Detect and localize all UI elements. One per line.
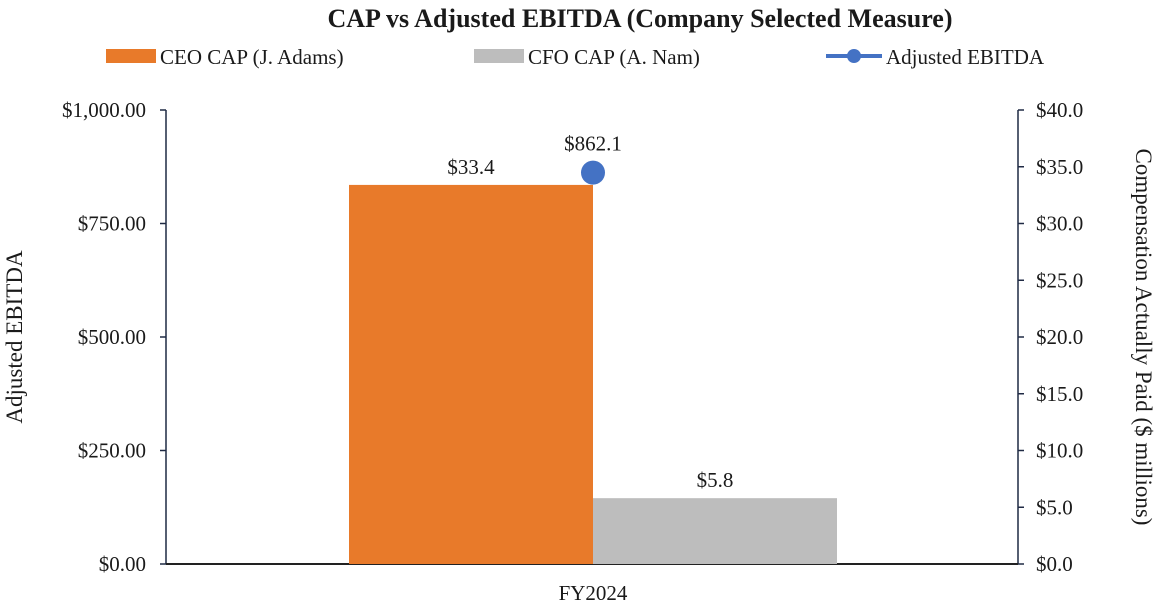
line-point — [581, 160, 605, 185]
legend-label: Adjusted EBITDA — [886, 45, 1045, 69]
bar — [349, 184, 593, 564]
right-tick-label: $15.0 — [1036, 382, 1083, 406]
chart-title: CAP vs Adjusted EBITDA (Company Selected… — [328, 4, 953, 33]
bar-data-label: $5.8 — [697, 468, 734, 492]
right-tick-label: $25.0 — [1036, 268, 1083, 292]
left-tick-label: $1,000.00 — [62, 98, 146, 122]
right-tick-label: $30.0 — [1036, 212, 1083, 236]
right-tick-label: $35.0 — [1036, 155, 1083, 179]
chart-marks: $33.4 $5.8 $862.1 — [349, 132, 837, 564]
left-axis-title: Adjusted EBITDA — [2, 250, 27, 424]
right-tick-label: $5.0 — [1036, 495, 1073, 519]
legend-item: CEO CAP (J. Adams) — [106, 45, 344, 69]
legend-item: CFO CAP (A. Nam) — [474, 45, 700, 69]
left-tick-label: $750.00 — [78, 212, 146, 236]
axes: $0.00 $250.00 $500.00 $750.00 $1,000.00 $0.0 $… — [2, 98, 1156, 605]
legend-label: CFO CAP (A. Nam) — [528, 45, 700, 69]
right-tick-label: $0.0 — [1036, 552, 1073, 576]
left-tick-label: $500.00 — [78, 325, 146, 349]
x-tick-label: FY2024 — [559, 581, 628, 605]
line-point-label: $862.1 — [564, 132, 622, 156]
left-tick-label: $0.00 — [99, 552, 146, 576]
left-tick-label: $250.00 — [78, 439, 146, 463]
right-axis-title: Compensation Actually Paid ($ millions) — [1131, 149, 1156, 526]
right-tick-label: $10.0 — [1036, 439, 1083, 463]
legend-swatch — [106, 49, 156, 63]
legend: CEO CAP (J. Adams) CFO CAP (A. Nam) Adjust… — [106, 45, 1045, 69]
bar — [593, 498, 837, 564]
legend-marker — [847, 49, 861, 63]
right-tick-label: $20.0 — [1036, 325, 1083, 349]
legend-swatch — [474, 49, 524, 63]
bar-data-label: $33.4 — [447, 155, 495, 179]
legend-label: CEO CAP (J. Adams) — [160, 45, 344, 69]
right-tick-label: $40.0 — [1036, 98, 1083, 122]
legend-item: Adjusted EBITDA — [826, 45, 1045, 69]
